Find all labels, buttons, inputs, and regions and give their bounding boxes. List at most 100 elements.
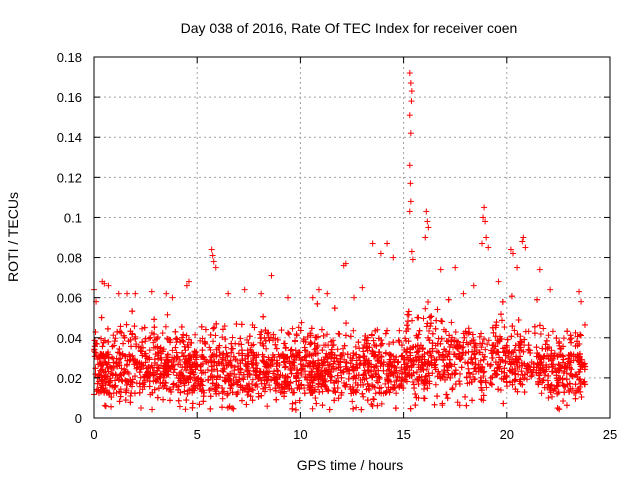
data-point xyxy=(309,294,316,301)
data-point xyxy=(392,405,399,412)
data-point xyxy=(111,338,118,345)
data-point xyxy=(290,359,297,366)
data-point xyxy=(575,354,582,361)
data-point xyxy=(432,381,439,388)
data-point xyxy=(322,341,329,348)
data-point xyxy=(531,323,538,330)
data-point xyxy=(456,378,463,385)
data-point xyxy=(382,380,389,387)
data-point xyxy=(480,356,487,363)
data-point xyxy=(220,368,227,375)
data-point xyxy=(345,375,352,382)
data-point xyxy=(415,314,422,321)
data-point xyxy=(426,327,433,334)
data-point xyxy=(100,339,107,346)
data-point xyxy=(426,314,433,321)
data-point xyxy=(405,325,412,332)
data-point xyxy=(282,345,289,352)
data-point xyxy=(162,323,169,330)
data-point xyxy=(139,339,146,346)
data-point xyxy=(114,328,121,335)
data-point xyxy=(407,130,414,137)
data-point xyxy=(371,342,378,349)
data-point xyxy=(392,356,399,363)
data-point xyxy=(136,380,143,387)
data-point xyxy=(265,373,272,380)
data-point xyxy=(393,354,400,361)
data-point xyxy=(250,387,257,394)
data-point xyxy=(529,371,536,378)
data-point xyxy=(360,353,367,360)
data-point xyxy=(231,364,238,371)
data-point xyxy=(248,342,255,349)
data-point xyxy=(208,246,215,253)
data-point xyxy=(132,290,139,297)
data-point xyxy=(459,349,466,356)
data-point xyxy=(556,406,563,413)
data-point xyxy=(210,325,217,332)
data-point xyxy=(181,363,188,370)
data-point xyxy=(224,392,231,399)
data-point xyxy=(375,335,382,342)
data-point xyxy=(343,381,350,388)
data-point xyxy=(563,376,570,383)
data-point xyxy=(536,322,543,329)
data-point xyxy=(477,357,484,364)
data-point xyxy=(172,328,179,335)
data-point xyxy=(127,392,134,399)
data-point xyxy=(272,387,279,394)
data-point xyxy=(456,402,463,409)
data-point xyxy=(457,370,464,377)
data-point xyxy=(531,330,538,337)
data-point xyxy=(413,377,420,384)
data-point xyxy=(377,342,384,349)
data-point xyxy=(363,343,370,350)
data-point xyxy=(439,351,446,358)
data-point xyxy=(390,369,397,376)
data-point xyxy=(406,70,413,77)
data-point xyxy=(516,347,523,354)
data-point xyxy=(174,353,181,360)
data-point xyxy=(301,385,308,392)
data-point xyxy=(202,326,209,333)
x-tick-label: 20 xyxy=(500,427,514,442)
data-point xyxy=(117,323,124,330)
data-point xyxy=(559,381,566,388)
data-point xyxy=(245,380,252,387)
data-point xyxy=(139,325,146,332)
y-tick-label: 0.06 xyxy=(57,291,82,306)
data-point xyxy=(449,386,456,393)
data-point xyxy=(263,345,270,352)
data-point xyxy=(478,344,485,351)
data-point xyxy=(547,383,554,390)
data-point xyxy=(139,344,146,351)
data-point xyxy=(230,405,237,412)
y-tick-label: 0.14 xyxy=(57,130,82,145)
data-point xyxy=(460,290,467,297)
data-point xyxy=(463,374,470,381)
data-point xyxy=(456,381,463,388)
data-point xyxy=(313,400,320,407)
data-point xyxy=(369,240,376,247)
data-point xyxy=(262,337,269,344)
data-point xyxy=(101,402,108,409)
data-point xyxy=(448,319,455,326)
data-point xyxy=(189,400,196,407)
y-axis-label: ROTI / TECUs xyxy=(5,192,21,282)
data-point xyxy=(480,392,487,399)
data-point xyxy=(222,344,229,351)
data-point xyxy=(237,335,244,342)
data-point xyxy=(577,388,584,395)
data-point xyxy=(458,364,465,371)
data-point xyxy=(134,364,141,371)
data-point xyxy=(288,346,295,353)
data-point xyxy=(238,341,245,348)
data-point xyxy=(298,319,305,326)
data-point xyxy=(498,311,505,318)
data-point xyxy=(154,343,161,350)
data-point xyxy=(216,352,223,359)
data-point xyxy=(357,376,364,383)
data-point xyxy=(501,324,508,331)
data-point xyxy=(141,379,148,386)
data-point xyxy=(463,402,470,409)
